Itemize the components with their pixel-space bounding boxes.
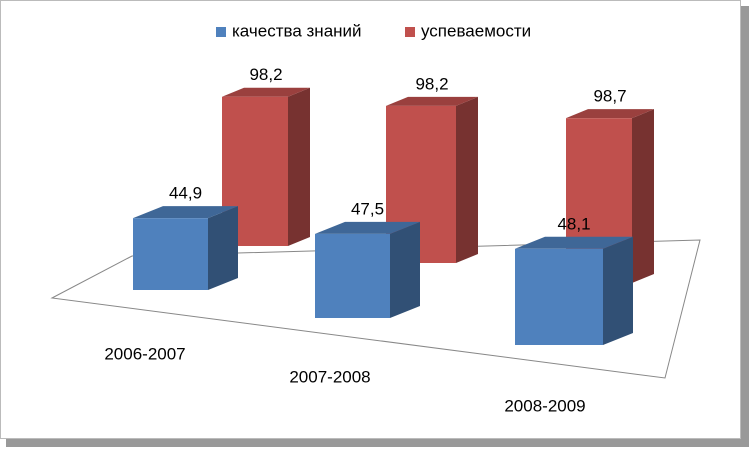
frame-shadow [6,439,749,447]
legend-swatch [216,27,226,37]
data-label: 98,2 [415,74,448,93]
bar-side [208,206,238,290]
x-tick-label: 2007-2008 [289,367,370,386]
legend-label: успеваемости [421,21,531,40]
bar-side [390,221,420,318]
bar-top [222,87,310,97]
legend-label: качества знаний [232,21,362,40]
bar-side [632,109,654,284]
bar-top [515,236,633,249]
data-label: 47,5 [351,199,384,218]
bar-top [386,96,478,106]
legend-swatch [405,27,415,37]
frame-shadow [741,6,749,443]
bar-top [133,206,238,219]
x-tick-label: 2006-2007 [104,344,185,363]
x-tick-label: 2008-2009 [504,396,585,415]
data-label: 98,2 [249,65,282,84]
bar-side [456,96,478,263]
data-label: 48,1 [557,214,590,233]
bar [315,233,390,318]
data-label: 98,7 [593,87,626,106]
data-label: 44,9 [169,184,202,203]
bar-top [566,109,654,119]
bar-side [288,87,310,247]
bar-top [315,221,420,234]
bar [133,218,208,290]
floor [50,239,701,379]
bar-side [603,236,633,345]
bar [515,248,603,345]
